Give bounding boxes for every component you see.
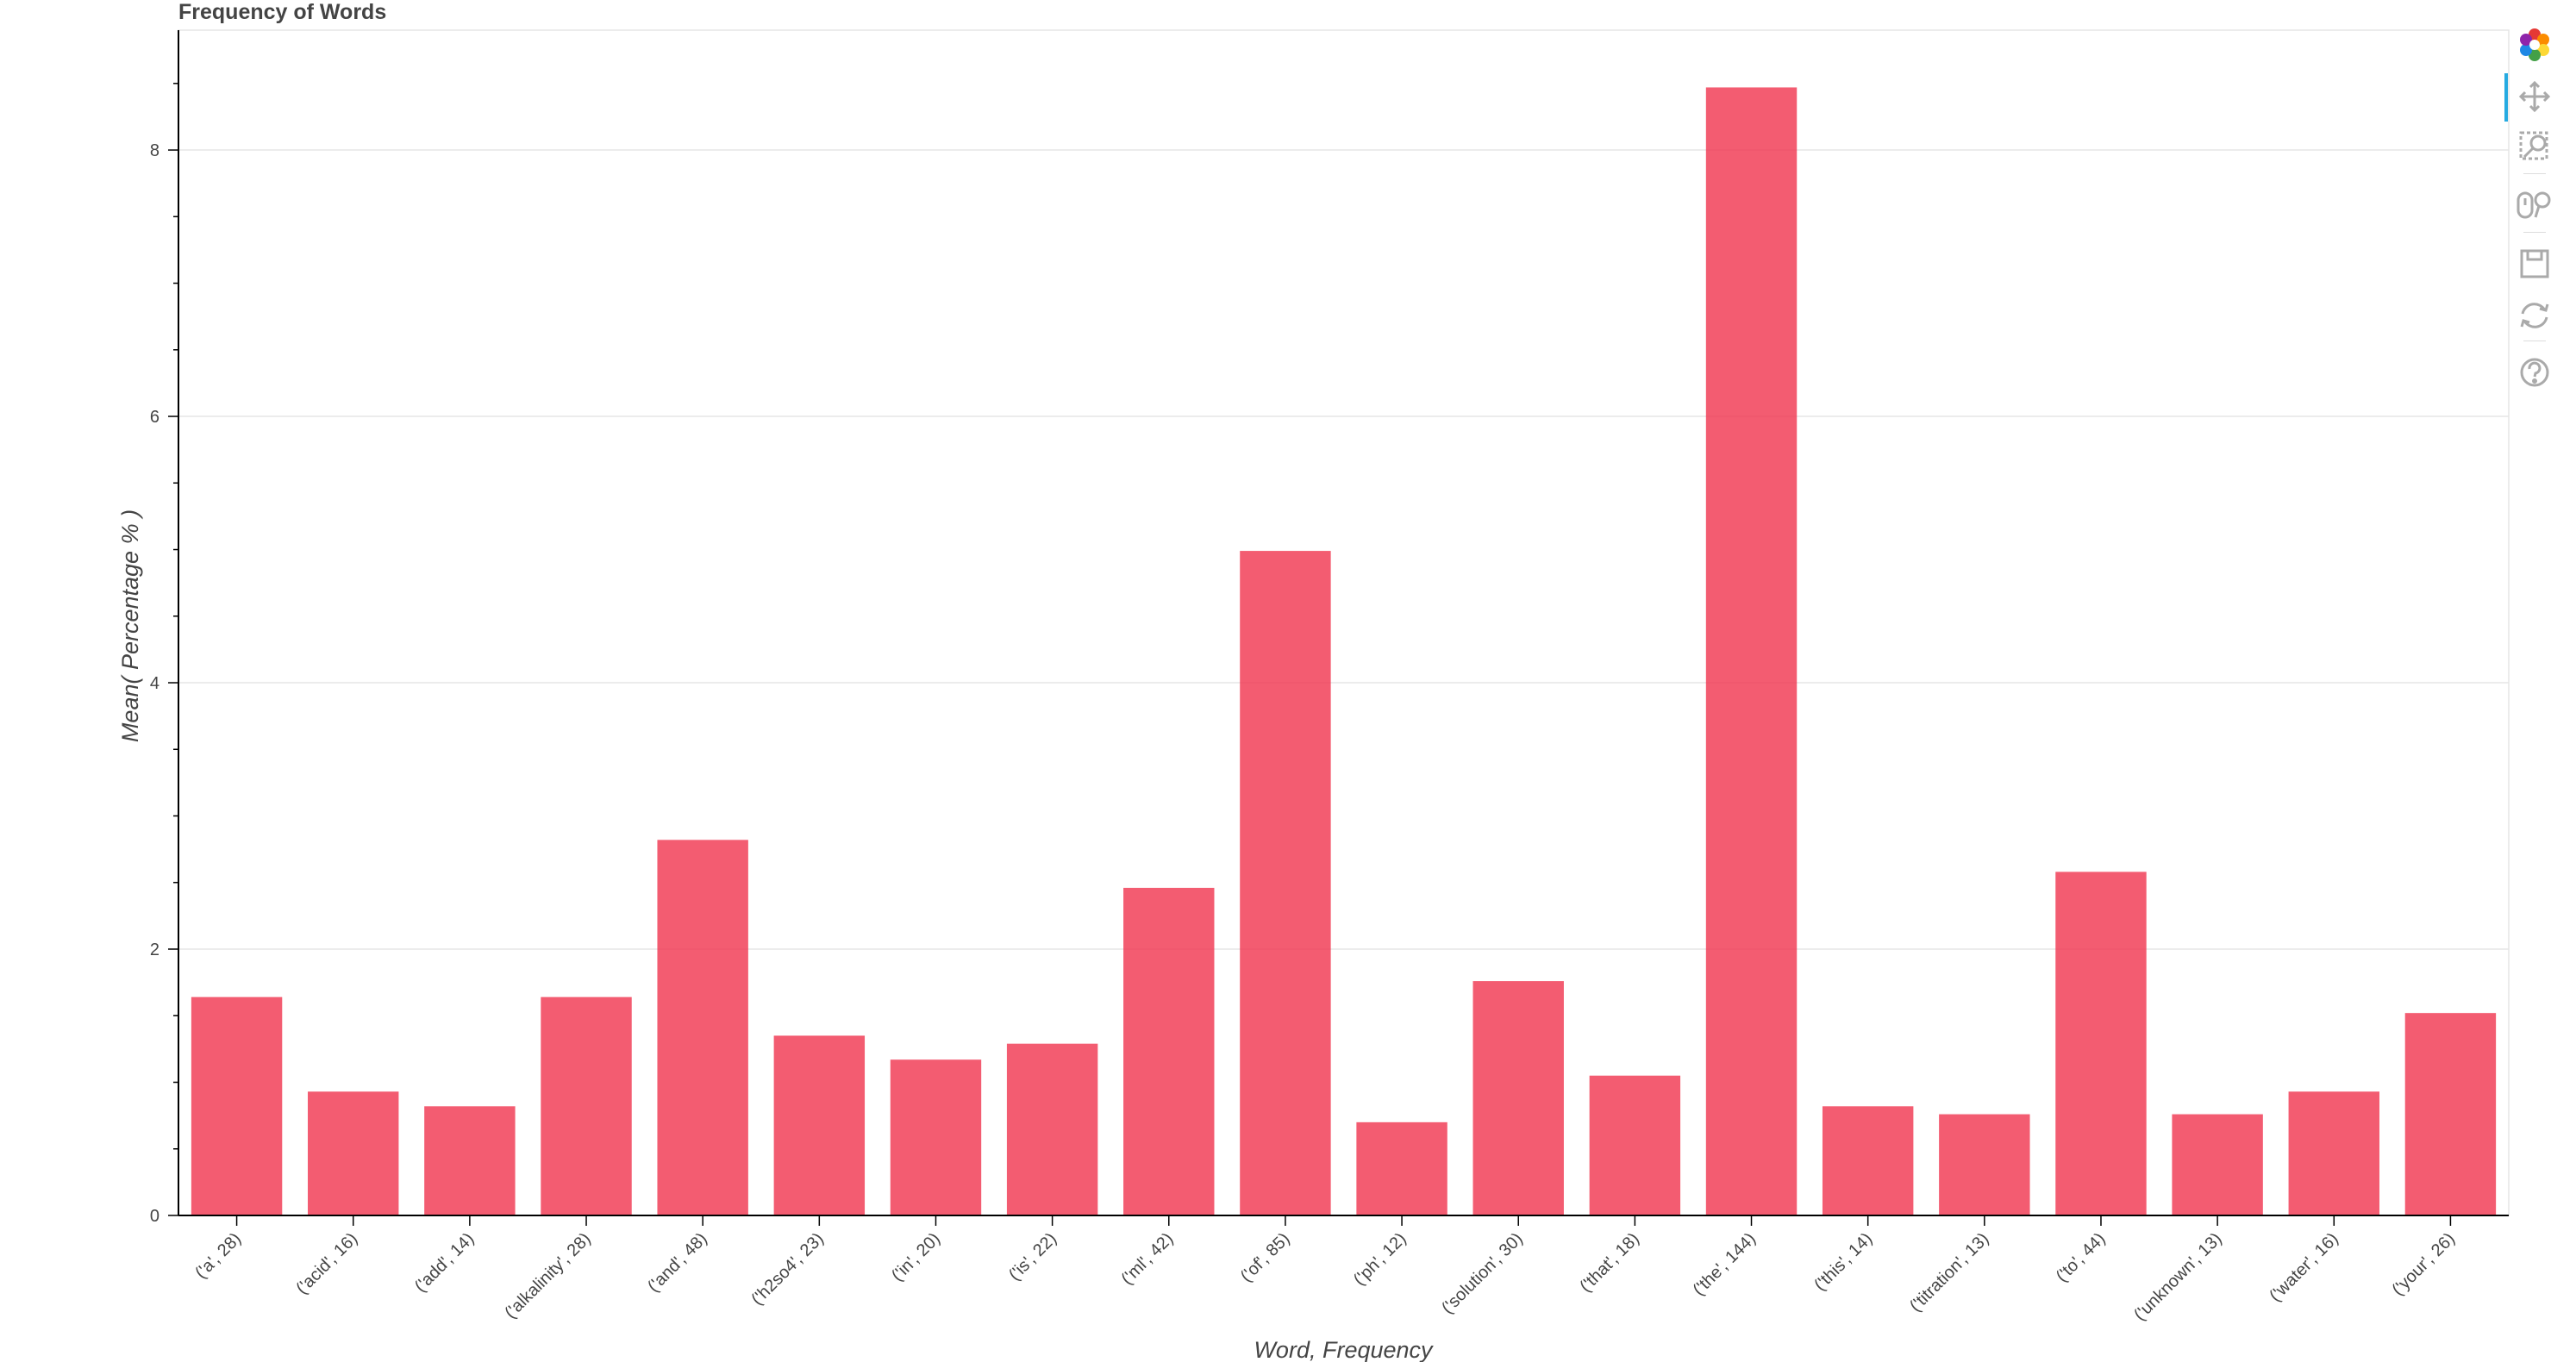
bar[interactable] <box>657 840 748 1215</box>
x-tick-label: ('this', 14) <box>1810 1229 1876 1295</box>
x-tick-label: ('add', 14) <box>411 1229 478 1296</box>
bar[interactable] <box>1006 1043 1098 1215</box>
bar[interactable] <box>191 997 283 1215</box>
bar[interactable] <box>541 997 632 1215</box>
x-tick-label: ('acid', 16) <box>292 1229 361 1298</box>
grid-layer <box>178 29 2510 1216</box>
bar[interactable] <box>773 1035 866 1215</box>
y-tick-label: 6 <box>150 408 159 427</box>
bar[interactable] <box>1822 1106 1914 1215</box>
y-tick-label: 4 <box>150 674 159 693</box>
x-axis-label: Word, Frequency <box>1254 1337 1434 1362</box>
pan-icon[interactable] <box>2504 73 2565 120</box>
bar-layer <box>191 87 2497 1215</box>
x-tick-label: ('that', 18) <box>1576 1229 1643 1296</box>
bar[interactable] <box>1472 981 1564 1215</box>
help-icon[interactable] <box>2504 349 2565 396</box>
x-tick-label: ('ml', 42) <box>1117 1229 1177 1289</box>
bar[interactable] <box>424 1106 516 1215</box>
x-tick-label: ('the', 144) <box>1690 1229 1760 1299</box>
x-tick-label: ('ph', 12) <box>1350 1229 1410 1290</box>
y-tick-label: 0 <box>150 1207 159 1226</box>
wheel-zoom-icon[interactable] <box>2504 182 2565 228</box>
bar[interactable] <box>1240 551 1331 1215</box>
x-tick-label: ('h2so4', 23) <box>747 1229 827 1309</box>
x-tick-label: ('water', 16) <box>2266 1229 2342 1306</box>
x-tick-label: ('solution', 30) <box>1438 1229 1527 1318</box>
reset-icon[interactable] <box>2504 292 2565 339</box>
plot-frame <box>178 29 2510 1216</box>
x-tick-label: ('to', 44) <box>2053 1229 2110 1286</box>
bar[interactable] <box>1123 887 1215 1215</box>
toolbar <box>2504 22 2565 401</box>
x-tick-label: ('of', 85) <box>1237 1229 1294 1286</box>
y-tick-label: 2 <box>150 940 159 959</box>
y-tick-label: 8 <box>150 141 159 160</box>
x-tick-label: ('is', 22) <box>1005 1229 1060 1284</box>
bar[interactable] <box>2055 872 2147 1215</box>
bar[interactable] <box>2404 1013 2497 1215</box>
x-tick-label: ('your', 26) <box>2388 1229 2458 1299</box>
x-tick-label: ('unknown', 13) <box>2130 1229 2226 1325</box>
x-tick-label: ('a', 28) <box>191 1229 245 1283</box>
box-zoom-icon[interactable] <box>2504 123 2565 170</box>
active-tool-indicator <box>2504 73 2508 122</box>
x-tick-label: ('alkalinity', 28) <box>501 1229 594 1322</box>
x-tick-label: ('titration', 13) <box>1906 1229 1992 1315</box>
toolbar-separator <box>2523 232 2546 233</box>
chart-title: Frequency of Words <box>178 0 386 24</box>
x-tick-label: ('in', 20) <box>888 1229 944 1285</box>
bar[interactable] <box>1589 1075 1681 1215</box>
bar[interactable] <box>1705 87 1798 1215</box>
toolbar-separator <box>2523 340 2546 341</box>
bar[interactable] <box>2288 1091 2379 1215</box>
toolbar-separator <box>2523 173 2546 174</box>
save-icon[interactable] <box>2504 241 2565 287</box>
bar[interactable] <box>1356 1121 1447 1215</box>
bar[interactable] <box>2172 1114 2263 1215</box>
bokeh-logo-icon[interactable] <box>2504 22 2565 68</box>
bar[interactable] <box>890 1059 982 1215</box>
y-axis-label: Mean( Percentage % ) <box>117 509 143 742</box>
x-tick-label: ('and', 48) <box>644 1229 711 1296</box>
bar[interactable] <box>308 1091 399 1215</box>
bar[interactable] <box>1939 1114 2030 1215</box>
